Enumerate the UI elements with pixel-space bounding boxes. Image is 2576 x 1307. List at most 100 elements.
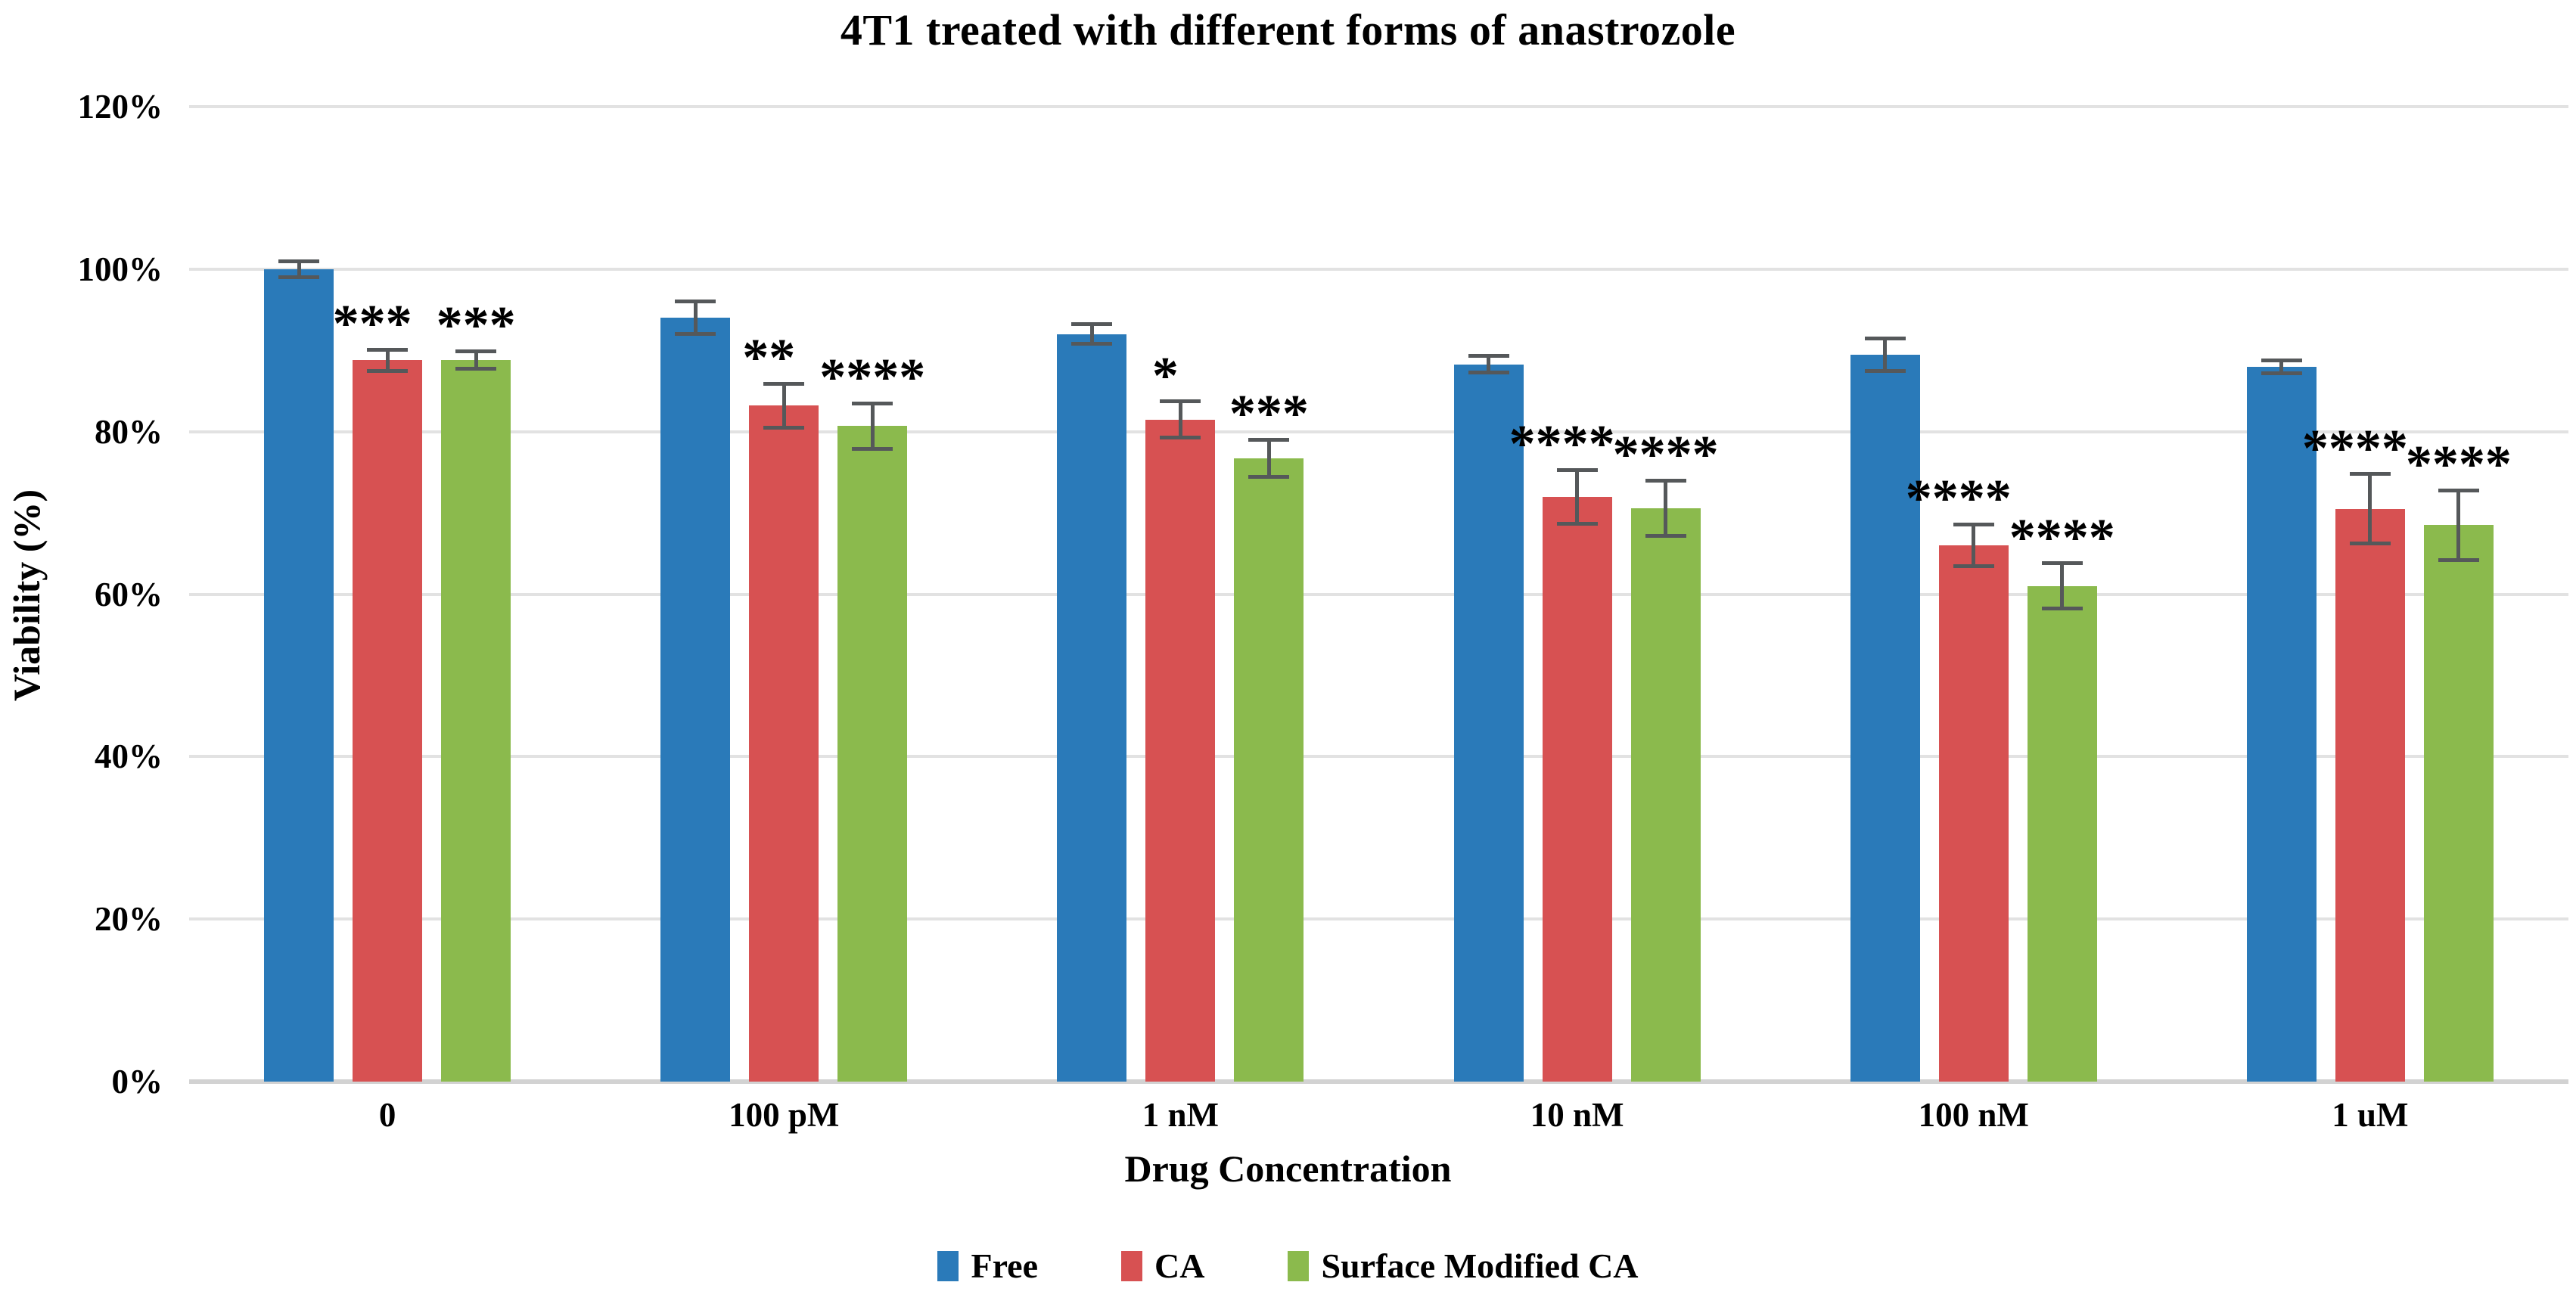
- legend-label: Surface Modified CA: [1321, 1246, 1639, 1285]
- y-tick-label: 100%: [77, 250, 163, 288]
- significance-label: *: [1151, 346, 1179, 405]
- error-bar: [2368, 473, 2372, 544]
- error-bar: [385, 349, 390, 371]
- gridline: [189, 105, 2568, 108]
- error-bar-cap: [1248, 437, 1290, 442]
- legend-label: CA: [1154, 1246, 1205, 1285]
- significance-label: ****: [819, 349, 926, 408]
- error-bar-cap: [1248, 475, 1290, 480]
- significance-label: ***: [1229, 385, 1309, 444]
- gridline: [189, 755, 2568, 759]
- gridline: [189, 267, 2568, 271]
- error-bar: [2060, 563, 2065, 609]
- error-bar: [1487, 355, 1491, 373]
- bar: [1057, 334, 1127, 1082]
- x-axis-title: Drug Concentration: [1124, 1147, 1452, 1190]
- error-bar-cap: [1160, 399, 1201, 404]
- error-bar-cap: [1864, 336, 1906, 340]
- error-bar: [1883, 338, 1888, 371]
- legend-item: Free: [937, 1246, 1038, 1286]
- gridline: [189, 592, 2568, 596]
- error-bar-cap: [2261, 371, 2302, 375]
- error-bar: [297, 261, 301, 278]
- error-bar-cap: [1645, 533, 1686, 538]
- bar: [749, 405, 819, 1082]
- x-tick-label: 1 uM: [2332, 1096, 2409, 1134]
- significance-label: ****: [1509, 415, 1615, 474]
- significance-label: ***: [436, 296, 516, 355]
- bar: [1453, 364, 1524, 1082]
- error-bar-cap: [2438, 557, 2479, 562]
- error-bar-cap: [1953, 522, 1994, 526]
- bar: [1542, 496, 1612, 1082]
- error-bar: [870, 403, 875, 449]
- x-tick-label: 1 nM: [1142, 1096, 1220, 1134]
- error-bar-cap: [2349, 472, 2391, 477]
- error-bar-cap: [675, 300, 716, 304]
- error-bar-cap: [2261, 358, 2302, 362]
- error-bar-cap: [455, 367, 497, 371]
- error-bar-cap: [278, 275, 320, 280]
- error-bar-cap: [1953, 564, 1994, 569]
- bar: [2423, 525, 2494, 1082]
- bar: [2246, 366, 2317, 1082]
- error-bar-cap: [1468, 354, 1509, 359]
- chart-title: 4T1 treated with different forms of anas…: [840, 5, 1736, 54]
- y-tick-label: 20%: [95, 900, 163, 939]
- error-bar-cap: [278, 259, 320, 263]
- error-bar-cap: [763, 425, 805, 430]
- error-bar: [782, 383, 786, 428]
- significance-label: ***: [332, 295, 412, 354]
- significance-label: ****: [1612, 426, 1719, 485]
- error-bar-cap: [1071, 342, 1113, 346]
- x-tick-label: 0: [378, 1096, 396, 1134]
- error-bar-cap: [1645, 478, 1686, 483]
- bar: [353, 360, 423, 1082]
- error-bar: [1089, 324, 1094, 344]
- error-bar-cap: [367, 347, 409, 352]
- error-bar-cap: [367, 368, 409, 373]
- error-bar: [1266, 439, 1271, 477]
- bar: [1145, 419, 1216, 1082]
- plot-area: *** *** ** **** * *** **** **** **** **** **** ****: [189, 105, 2568, 1084]
- error-bar-cap: [2041, 561, 2083, 566]
- error-bar-cap: [1864, 368, 1906, 373]
- x-tick-label: 100 pM: [729, 1096, 840, 1134]
- significance-label: ****: [2405, 436, 2512, 494]
- gridline: [189, 1079, 2568, 1084]
- bar: [1630, 508, 1701, 1082]
- error-bar-cap: [763, 381, 805, 386]
- significance-label: ****: [1905, 470, 2012, 529]
- error-bar-cap: [1556, 521, 1598, 526]
- significance-label: ****: [2009, 508, 2115, 567]
- bar: [264, 269, 334, 1082]
- bar: [2335, 508, 2405, 1082]
- error-bar-cap: [2349, 542, 2391, 546]
- bar: [1938, 545, 2009, 1082]
- error-bar-cap: [2438, 488, 2479, 492]
- error-bar-cap: [1160, 435, 1201, 439]
- error-bar-cap: [1556, 467, 1598, 472]
- error-bar: [1664, 480, 1668, 536]
- gridline: [189, 917, 2568, 921]
- bar: [837, 426, 908, 1082]
- y-tick-label: 120%: [77, 88, 163, 126]
- legend-label: Free: [971, 1246, 1038, 1285]
- significance-label: ****: [2301, 419, 2408, 478]
- x-tick-label: 10 nM: [1530, 1096, 1624, 1134]
- error-bar: [474, 351, 478, 369]
- bar: [1234, 458, 1304, 1082]
- error-bar-cap: [1071, 322, 1113, 327]
- significance-label: **: [742, 329, 796, 388]
- bar: [660, 318, 731, 1082]
- bar: [441, 360, 511, 1082]
- bar: [1850, 354, 1920, 1082]
- error-bar-cap: [2041, 607, 2083, 611]
- gridline: [189, 430, 2568, 433]
- legend-swatch: [1121, 1251, 1142, 1281]
- legend-item: Surface Modified CA: [1288, 1246, 1639, 1286]
- x-tick-label: 100 nM: [1918, 1096, 2029, 1134]
- error-bar-cap: [675, 332, 716, 337]
- error-bar: [1575, 470, 1580, 524]
